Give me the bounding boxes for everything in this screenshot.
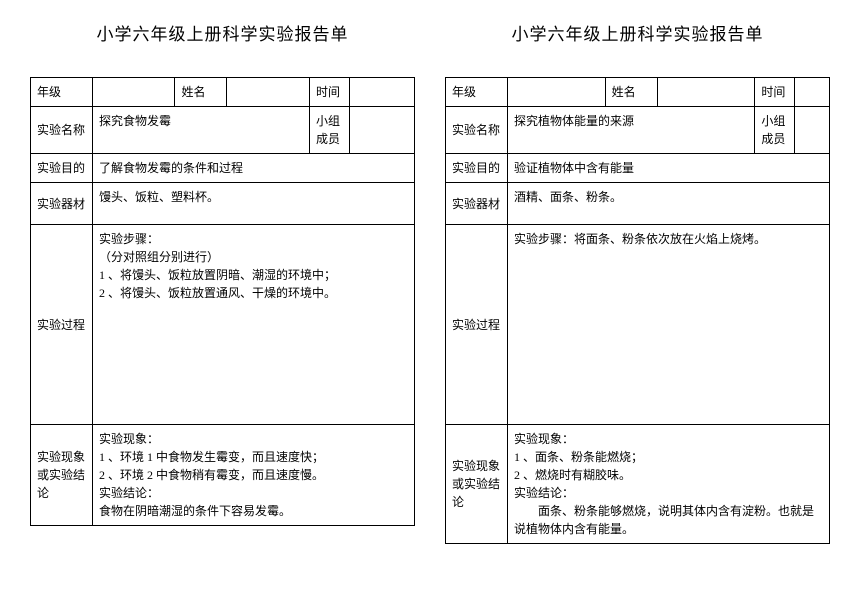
exp-name-value: 探究植物体能量的来源 — [508, 107, 755, 154]
name-value — [227, 78, 310, 107]
grade-value — [508, 78, 606, 107]
process-label: 实验过程 — [446, 225, 508, 425]
process-label: 实验过程 — [31, 225, 93, 425]
group-value — [795, 107, 830, 154]
process-value: 实验步骤：将面条、粉条依次放在火焰上烧烤。 — [508, 225, 830, 425]
process-row: 实验过程 实验步骤：将面条、粉条依次放在火焰上烧烤。 — [446, 225, 830, 425]
equipment-value: 馒头、饭粒、塑料杯。 — [93, 183, 415, 225]
group-label: 小组成员 — [309, 107, 349, 154]
form-left: 小学六年级上册科学实验报告单 年级 姓名 时间 实验名称 探究食物发霉 小组成员… — [30, 20, 415, 544]
exp-name-row: 实验名称 探究食物发霉 小组成员 — [31, 107, 415, 154]
report-table: 年级 姓名 时间 实验名称 探究植物体能量的来源 小组成员 实验目的 验证植物体… — [445, 77, 830, 544]
purpose-row: 实验目的 了解食物发霉的条件和过程 — [31, 154, 415, 183]
result-row: 实验现象或实验结论 实验现象： 1 、环境 1 中食物发生霉变，而且速度快； 2… — [31, 425, 415, 526]
purpose-label: 实验目的 — [31, 154, 93, 183]
equipment-row: 实验器材 馒头、饭粒、塑料杯。 — [31, 183, 415, 225]
grade-label: 年级 — [31, 78, 93, 107]
purpose-value: 验证植物体中含有能量 — [508, 154, 830, 183]
equipment-label: 实验器材 — [446, 183, 508, 225]
time-label: 时间 — [309, 78, 349, 107]
name-value — [657, 78, 755, 107]
form-right: 小学六年级上册科学实验报告单 年级 姓名 时间 实验名称 探究植物体能量的来源 … — [445, 20, 830, 544]
process-value: 实验步骤： （分对照组分别进行） 1 、将馒头、饭粒放置阴暗、潮湿的环境中； 2… — [93, 225, 415, 425]
group-value — [349, 107, 414, 154]
form-title: 小学六年级上册科学实验报告单 — [445, 20, 830, 45]
purpose-row: 实验目的 验证植物体中含有能量 — [446, 154, 830, 183]
result-row: 实验现象或实验结论 实验现象： 1 、面条、粉条能燃烧； 2 、燃烧时有糊胶味。… — [446, 425, 830, 544]
header-row: 年级 姓名 时间 — [446, 78, 830, 107]
result-label: 实验现象或实验结论 — [446, 425, 508, 544]
result-value: 实验现象： 1 、面条、粉条能燃烧； 2 、燃烧时有糊胶味。 实验结论： 面条、… — [508, 425, 830, 544]
name-label: 姓名 — [605, 78, 657, 107]
equipment-row: 实验器材 酒精、面条、粉条。 — [446, 183, 830, 225]
grade-label: 年级 — [446, 78, 508, 107]
form-title: 小学六年级上册科学实验报告单 — [30, 20, 415, 45]
report-table: 年级 姓名 时间 实验名称 探究食物发霉 小组成员 实验目的 了解食物发霉的条件… — [30, 77, 415, 526]
exp-name-value: 探究食物发霉 — [93, 107, 310, 154]
purpose-label: 实验目的 — [446, 154, 508, 183]
grade-value — [93, 78, 175, 107]
exp-name-label: 实验名称 — [446, 107, 508, 154]
time-label: 时间 — [755, 78, 795, 107]
result-label: 实验现象或实验结论 — [31, 425, 93, 526]
equipment-label: 实验器材 — [31, 183, 93, 225]
exp-name-row: 实验名称 探究植物体能量的来源 小组成员 — [446, 107, 830, 154]
result-value: 实验现象： 1 、环境 1 中食物发生霉变，而且速度快； 2 、环境 2 中食物… — [93, 425, 415, 526]
header-row: 年级 姓名 时间 — [31, 78, 415, 107]
process-row: 实验过程 实验步骤： （分对照组分别进行） 1 、将馒头、饭粒放置阴暗、潮湿的环… — [31, 225, 415, 425]
purpose-value: 了解食物发霉的条件和过程 — [93, 154, 415, 183]
exp-name-label: 实验名称 — [31, 107, 93, 154]
name-label: 姓名 — [175, 78, 227, 107]
group-label: 小组成员 — [755, 107, 795, 154]
time-value — [795, 78, 830, 107]
time-value — [349, 78, 414, 107]
page-container: 小学六年级上册科学实验报告单 年级 姓名 时间 实验名称 探究食物发霉 小组成员… — [0, 0, 860, 564]
equipment-value: 酒精、面条、粉条。 — [508, 183, 830, 225]
